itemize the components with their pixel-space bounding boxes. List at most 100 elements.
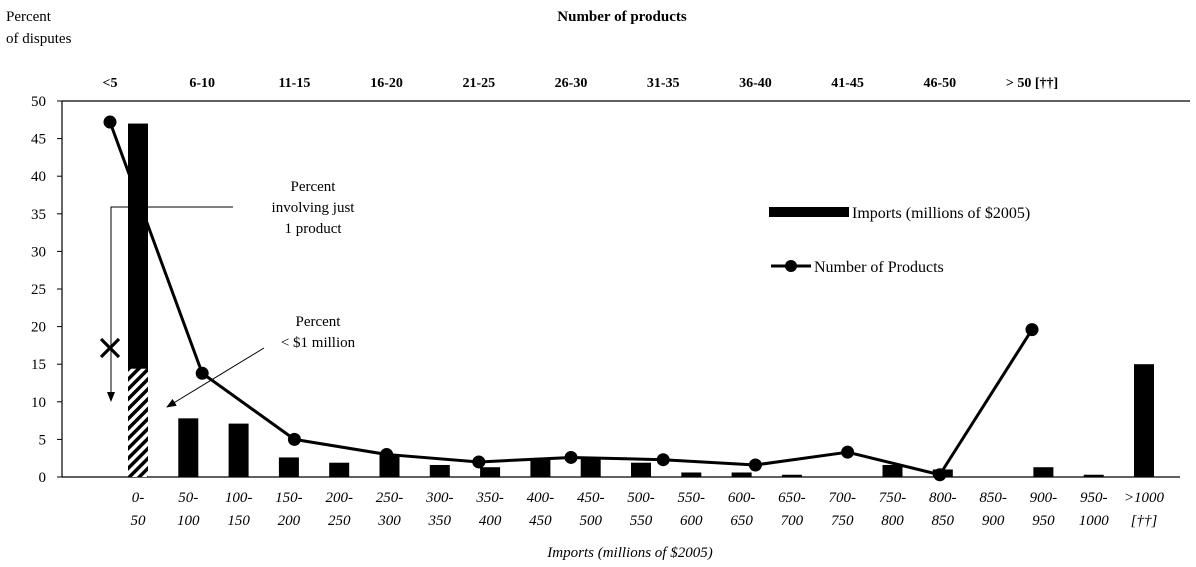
x-tick-label: 300-	[425, 490, 454, 506]
x-tick-label: 200-	[325, 490, 353, 506]
series-point	[380, 447, 394, 461]
bar	[278, 457, 299, 477]
y-ticks: 0 5 10 15 20 25 30 35 40 45 50	[31, 94, 62, 486]
bar	[731, 472, 752, 477]
x-tick-label: 800-	[929, 490, 957, 506]
annotation-one-product-line1: Percent	[291, 179, 337, 195]
x-tick-label: 900	[982, 513, 1005, 529]
legend-line-label: Number of Products	[814, 259, 944, 276]
y-axis-label-line1: Percent	[6, 9, 52, 25]
y-tick-label: 15	[31, 357, 46, 373]
top-tick-label: 6-10	[189, 76, 215, 91]
series-point	[656, 453, 670, 467]
bar	[1134, 364, 1154, 477]
y-tick-label: 40	[31, 169, 46, 185]
y-tick-label: 25	[31, 282, 46, 298]
legend-bar-label: Imports (millions of $2005)	[852, 205, 1030, 222]
bar	[781, 474, 802, 477]
annotation-one-product-line2: involving just	[272, 200, 356, 216]
top-tick-label: 41-45	[831, 76, 864, 91]
x-tick-label: 250	[328, 513, 351, 529]
top-tick-label: <5	[103, 76, 118, 91]
bar-hatched-portion	[128, 368, 148, 477]
bar	[1033, 467, 1054, 477]
top-tick-label: 31-35	[647, 76, 680, 91]
x-tick-label: 650	[730, 513, 753, 529]
x-tick-label: 200	[278, 513, 301, 529]
x-tick-label: 900-	[1030, 490, 1058, 506]
x-tick-label: 600	[680, 513, 703, 529]
series-point	[933, 468, 947, 482]
bar	[480, 467, 501, 477]
x-tick-label: 700	[781, 513, 804, 529]
bar	[580, 457, 601, 477]
series-point	[748, 458, 762, 472]
one-product-leader-line	[107, 206, 233, 402]
x-ticks: 0- 50 50- 100 100- 150 150- 200 200- 250 250- 300 30…	[131, 490, 1165, 529]
series-point	[472, 455, 486, 469]
x-tick-label: 250-	[376, 490, 404, 506]
x-tick-label: 600-	[728, 490, 756, 506]
y-tick-label: 5	[39, 432, 47, 448]
bar	[882, 464, 903, 477]
top-axis-title: Number of products	[557, 9, 687, 25]
top-tick-label: 21-25	[462, 76, 495, 91]
y-tick-label: 45	[31, 132, 46, 148]
annotation-one-product-line3: 1 product	[284, 221, 342, 237]
x-tick-label: [††]	[1131, 513, 1158, 529]
x-tick-label: 750	[831, 513, 854, 529]
bar	[228, 423, 249, 477]
x-tick-label: 0-	[132, 490, 145, 506]
x-tick-label: 150	[227, 513, 250, 529]
legend-bar-swatch	[769, 207, 849, 217]
x-tick-label: 950	[1032, 513, 1055, 529]
number-of-products-series	[103, 115, 1039, 482]
x-tick-label: 100-	[225, 490, 253, 506]
y-tick-label: 10	[31, 395, 46, 411]
x-tick-label: 800	[881, 513, 904, 529]
legend-line-marker	[785, 260, 797, 272]
annotation-under-million-line1: Percent	[296, 314, 342, 330]
x-tick-label: 650-	[778, 490, 806, 506]
x-tick-label: 150-	[275, 490, 303, 506]
x-tick-label: 950-	[1080, 490, 1108, 506]
bar	[530, 459, 551, 477]
series-point	[1025, 323, 1039, 337]
top-tick-label: 16-20	[370, 76, 403, 91]
top-tick-label: > 50 [††]	[1006, 76, 1058, 91]
bar	[681, 472, 702, 477]
bar	[329, 462, 350, 477]
y-tick-label: 30	[31, 244, 46, 260]
x-marker	[99, 337, 121, 359]
top-tick-label: 26-30	[555, 76, 588, 91]
x-tick-label: 100	[177, 513, 200, 529]
x-tick-label: 350	[428, 513, 452, 529]
x-tick-label: 300	[377, 513, 401, 529]
x-axis-title: Imports (millions of $2005)	[546, 545, 712, 561]
x-tick-label: 400-	[527, 490, 555, 506]
bar	[631, 462, 651, 477]
x-tick-label: 50	[131, 513, 147, 529]
x-tick-label: 350-	[475, 490, 504, 506]
x-tick-label: 50-	[178, 490, 198, 506]
x-tick-label: 750-	[879, 490, 907, 506]
bars	[128, 123, 1154, 477]
series-line	[108, 121, 1034, 477]
bar	[178, 418, 199, 477]
under-million-arrow	[166, 347, 265, 408]
x-tick-label: >1000	[1124, 490, 1165, 506]
top-ticks: <5 6-10 11-15 16-20 21-25 26-30 31-35 36-40 41-4…	[103, 76, 1059, 91]
y-tick-label: 0	[39, 470, 47, 486]
top-tick-label: 36-40	[739, 76, 772, 91]
legend: Imports (millions of $2005) Number of Pr…	[769, 205, 1030, 276]
series-point	[103, 115, 117, 129]
y-axis-label-line2: of disputes	[6, 31, 72, 47]
top-tick-label: 11-15	[278, 76, 310, 91]
x-marker-stroke-2	[99, 337, 121, 359]
x-tick-label: 400	[479, 513, 502, 529]
top-tick-label: 46-50	[923, 76, 956, 91]
annotation-under-million-line2: < $1 million	[281, 335, 356, 351]
series-point	[195, 366, 209, 380]
series-point	[287, 432, 301, 446]
